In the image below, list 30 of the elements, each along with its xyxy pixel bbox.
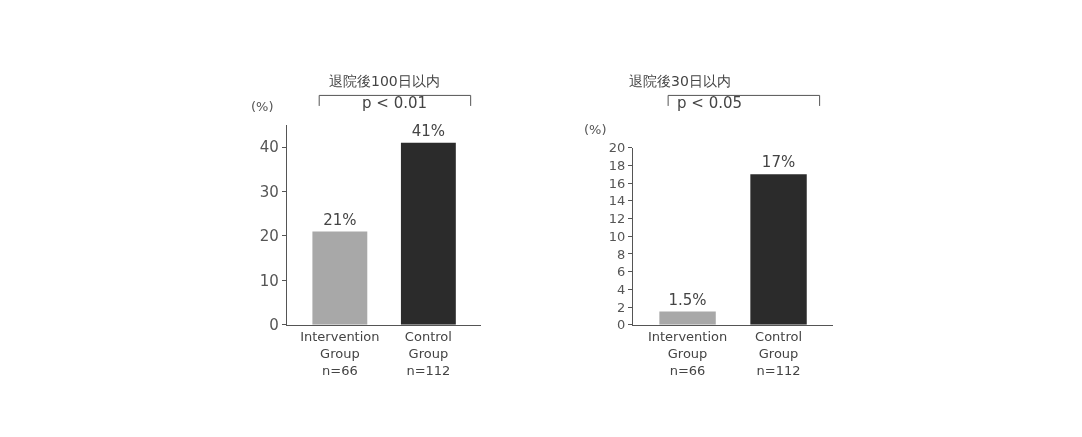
y-axis-title: (%) bbox=[251, 99, 274, 114]
x-tick-label: Intervention Group n=66 bbox=[300, 329, 380, 379]
chart-title: 退院後100日以内 bbox=[329, 73, 440, 89]
data-label: 1.5% bbox=[668, 290, 707, 309]
data-label: 17% bbox=[761, 153, 796, 172]
y-tick-label: 4 bbox=[617, 281, 626, 297]
y-tick-label: 12 bbox=[608, 211, 626, 227]
y-tick-label: 40 bbox=[259, 138, 279, 157]
text: p < 0.05 bbox=[677, 94, 743, 112]
text: p < 0.01 bbox=[362, 94, 428, 112]
y-tick-label: 16 bbox=[608, 175, 626, 191]
y-tick-label: 6 bbox=[617, 264, 626, 280]
y-tick-label: 20 bbox=[608, 140, 626, 156]
y-tick-label: 2 bbox=[617, 299, 626, 315]
y-tick-label: 20 bbox=[259, 227, 279, 246]
chart-title: 退院後30日以内 bbox=[629, 73, 731, 89]
y-tick-label: 14 bbox=[608, 193, 626, 209]
x-tick-label: Control Group n=112 bbox=[755, 329, 803, 379]
data-label: 21% bbox=[323, 210, 357, 229]
y-tick-label: 30 bbox=[259, 182, 279, 201]
data-label: 41% bbox=[411, 121, 446, 140]
x-tick-label: Intervention Group n=66 bbox=[647, 329, 728, 379]
y-tick-label: 8 bbox=[617, 246, 626, 262]
y-tick-label: 10 bbox=[608, 228, 626, 244]
y-tick-label: 0 bbox=[269, 316, 279, 335]
y-tick-label: 10 bbox=[259, 271, 279, 290]
x-tick-label: Control Group n=112 bbox=[404, 329, 452, 379]
y-axis-title: (%) bbox=[584, 122, 607, 137]
y-tick-label: 0 bbox=[617, 317, 626, 333]
y-tick-label: 18 bbox=[608, 157, 626, 173]
